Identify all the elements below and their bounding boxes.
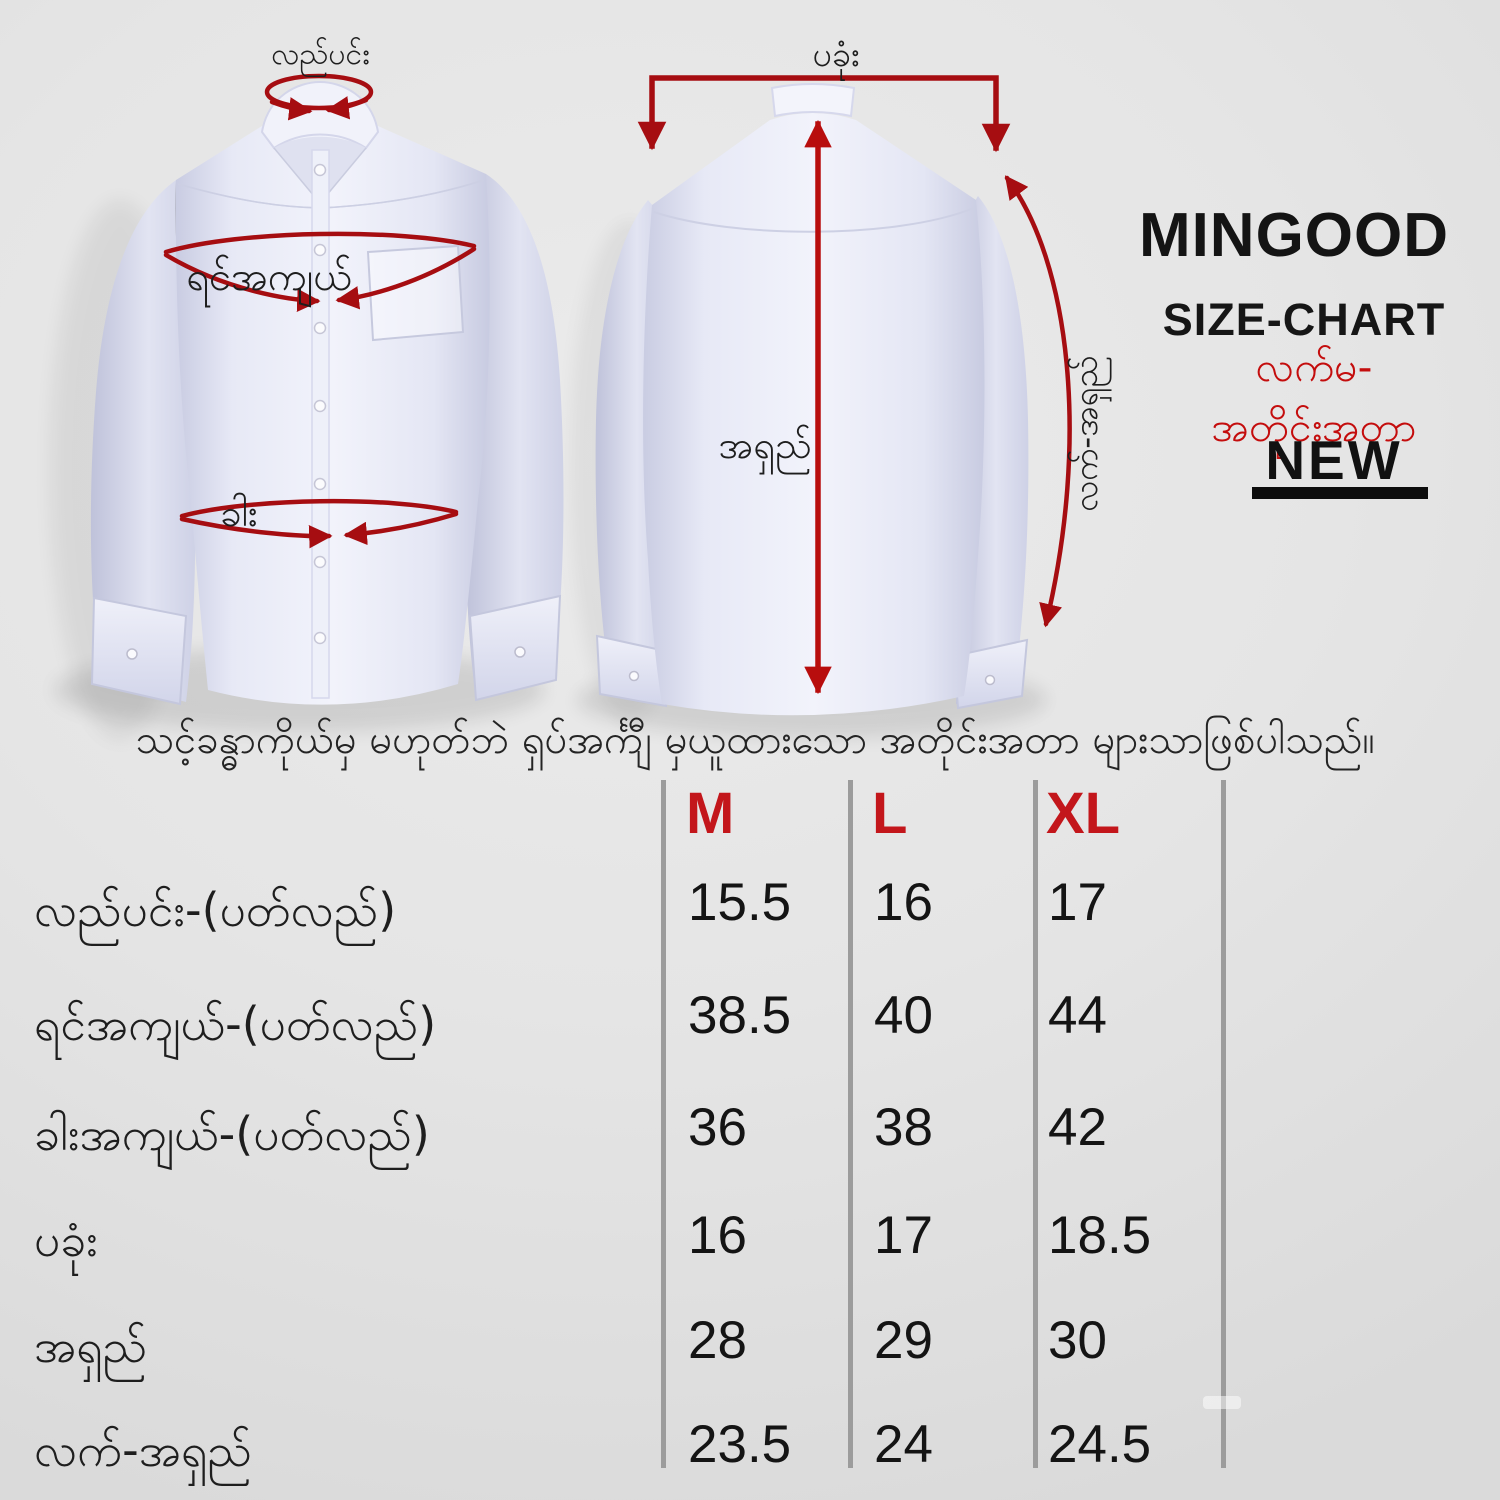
watermark-smudge bbox=[1203, 1396, 1241, 1409]
length-measure-label: အရှည် bbox=[718, 423, 812, 467]
column-header-l: L bbox=[872, 781, 908, 846]
collar-measure-label: လည်ပင်း bbox=[271, 37, 370, 72]
new-badge: NEW bbox=[1265, 429, 1403, 491]
row-label-sleeve: လက်-အရှည် bbox=[34, 1423, 252, 1477]
collar-arrow-right bbox=[325, 96, 369, 120]
row-label-chest: ရင်အကျယ်-(ပတ်လည်) bbox=[34, 997, 437, 1051]
cell-value: 38.5 bbox=[688, 986, 792, 1045]
sleeve-curve-arrow bbox=[1004, 175, 1072, 628]
collar-arrow-left bbox=[269, 97, 313, 121]
column-header-xl: XL bbox=[1046, 781, 1121, 846]
waist-arc-top bbox=[179, 498, 459, 519]
cell-value: 44 bbox=[1048, 986, 1107, 1045]
front-measure-marks bbox=[163, 73, 477, 549]
cell-value: 40 bbox=[874, 986, 933, 1045]
cell-value: 30 bbox=[1048, 1311, 1107, 1370]
shoulder-bracket-arrow bbox=[637, 75, 1011, 153]
brand-name: MINGOOD bbox=[1138, 201, 1450, 270]
cell-value: 16 bbox=[874, 873, 933, 932]
size-chart-title: SIZE-CHART bbox=[1162, 294, 1446, 345]
chest-arc-top bbox=[163, 231, 477, 255]
row-label-waist: ခါးအကျယ်-(ပတ်လည်) bbox=[34, 1107, 430, 1161]
column-header-m: M bbox=[686, 781, 735, 846]
table-divider bbox=[848, 780, 853, 1468]
row-label-neck: လည်ပင်း-(ပတ်လည်) bbox=[34, 883, 397, 937]
row-label-length: အရှည် bbox=[34, 1319, 148, 1373]
back-shirt-illustration bbox=[595, 83, 1029, 716]
front-shirt-illustration bbox=[90, 80, 564, 706]
new-underline bbox=[1252, 487, 1428, 499]
cell-value: 18.5 bbox=[1048, 1206, 1152, 1265]
cell-value: 42 bbox=[1048, 1098, 1107, 1157]
cell-value: 28 bbox=[688, 1311, 747, 1370]
sleeve-measure-label: လက်-အရှည် bbox=[1066, 355, 1106, 512]
table-divider bbox=[1033, 780, 1038, 1468]
table-divider bbox=[661, 780, 666, 1468]
cell-value: 38 bbox=[874, 1098, 933, 1157]
size-chart-subtitle: လက်မ- အတိုင်းအတာ bbox=[1211, 343, 1417, 451]
collar-ellipse-arrow bbox=[264, 73, 374, 111]
cell-value: 23.5 bbox=[688, 1415, 792, 1474]
cell-value: 29 bbox=[874, 1311, 933, 1370]
waist-arrow-left bbox=[179, 516, 333, 549]
shoulder-measure-label: ပခုံး bbox=[812, 35, 860, 75]
waist-arrow-right bbox=[343, 511, 459, 546]
cell-value: 17 bbox=[1048, 873, 1107, 932]
cell-value: 36 bbox=[688, 1098, 747, 1157]
chest-arrow-left bbox=[163, 252, 321, 313]
cell-value: 16 bbox=[688, 1206, 747, 1265]
table-divider bbox=[1221, 780, 1226, 1468]
chest-arrow-right bbox=[335, 246, 477, 310]
cell-value: 17 bbox=[874, 1206, 933, 1265]
waist-measure-label: ခါး bbox=[220, 491, 258, 535]
chest-measure-label: ရင်အကျယ် bbox=[186, 254, 353, 300]
measurement-note: သင့်ခန္ဓာကိုယ်မှ မဟုတ်ဘဲ ရှပ်အင်္ကျီ မှယ… bbox=[135, 717, 1375, 763]
cell-value: 15.5 bbox=[688, 873, 792, 932]
cell-value: 24.5 bbox=[1048, 1415, 1152, 1474]
row-label-shoulder: ပခုံး bbox=[34, 1213, 98, 1267]
back-measure-marks bbox=[637, 75, 1072, 695]
cell-value: 24 bbox=[874, 1415, 933, 1474]
